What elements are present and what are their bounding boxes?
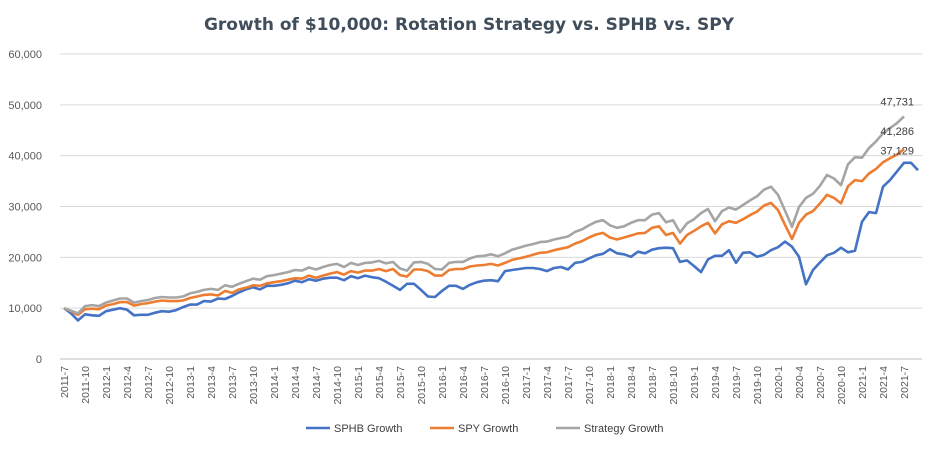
y-tick-label: 30,000 [8,202,42,214]
x-tick-label: 2011-10 [80,366,92,404]
x-tick-label: 2019-7 [731,366,743,399]
x-tick-label: 2021-1 [857,366,869,399]
x-tick-label: 2021-4 [878,366,890,399]
series-lines [63,115,919,322]
x-tick-label: 2013-4 [206,366,218,399]
x-tick-label: 2012-1 [101,366,113,399]
y-tick-label: 50,000 [8,100,42,112]
y-tick-label: 20,000 [8,252,42,264]
x-tick-label: 2013-7 [227,366,239,399]
y-tick-label: 0 [36,354,42,366]
x-tick-label: 2016-10 [500,366,512,405]
x-tick-label: 2012-7 [143,366,155,399]
x-tick-label: 2018-10 [668,366,680,405]
x-axis: 2011-7 2011-10 2012-1 2012-4 2012-7 2012-10 20… [59,358,922,405]
x-tick-label: 2015-7 [395,366,407,399]
gridlines [60,53,922,360]
x-tick-label: 2018-7 [647,366,659,399]
chart-title: Growth of $10,000: Rotation Strategy vs.… [204,15,735,35]
x-tick-label: 2017-4 [542,366,554,399]
x-tick-label: 2019-1 [689,366,701,399]
x-tick-label: 2013-1 [185,366,197,399]
x-tick-label: 2018-4 [626,366,638,399]
x-tick-label: 2015-10 [416,366,428,405]
end-label-strategy-growth: 47,731 [880,96,914,108]
x-tick-label: 2015-4 [374,366,386,399]
x-tick-label: 2020-4 [794,366,806,399]
legend: SPHB Growth SPY Growth Strategy Growth [306,423,663,435]
x-tick-label: 2012-10 [164,366,176,405]
x-tick-label: 2016-4 [458,366,470,399]
legend-label: SPY Growth [458,423,518,435]
series-line-spy-growth [63,148,905,317]
x-tick-label: 2020-10 [836,366,848,405]
legend-label: Strategy Growth [584,423,663,435]
x-tick-label: 2013-10 [248,366,260,405]
x-tick-label: 2012-4 [122,366,134,399]
x-tick-label: 2011-7 [59,366,71,398]
y-axis-tick-labels: 0 10,000 20,000 30,000 40,000 50,000 60,000 [8,49,42,366]
y-tick-label: 10,000 [8,303,42,315]
y-tick-label: 40,000 [8,151,42,163]
x-tick-label: 2018-1 [605,366,617,399]
x-tick-label: 2019-4 [710,366,722,399]
legend-label: SPHB Growth [334,423,402,435]
x-tick-label: 2014-1 [269,366,281,399]
end-label-sphb-growth: 37,129 [880,145,914,157]
x-tick-label: 2020-7 [815,366,827,399]
x-tick-label: 2016-1 [437,366,449,399]
y-tick-label: 60,000 [8,49,42,61]
x-tick-label: 2019-10 [752,366,764,405]
x-tick-label: 2017-1 [521,366,533,399]
x-tick-label: 2017-7 [563,366,575,399]
end-label-spy-growth: 41,286 [880,126,914,138]
series-line-strategy-growth [63,115,905,315]
x-tick-label: 2014-7 [311,366,323,399]
x-tick-label: 2016-7 [479,366,491,399]
series-line-sphb-growth [63,161,919,322]
x-tick-label: 2020-1 [773,366,785,399]
end-value-labels: 37,129 41,286 47,731 [880,96,914,157]
x-tick-label: 2021-7 [899,366,911,399]
x-tick-label: 2015-1 [353,366,365,399]
x-tick-label: 2017-10 [584,366,596,405]
x-tick-label: 2014-4 [290,366,302,399]
x-tick-label: 2014-10 [332,366,344,405]
